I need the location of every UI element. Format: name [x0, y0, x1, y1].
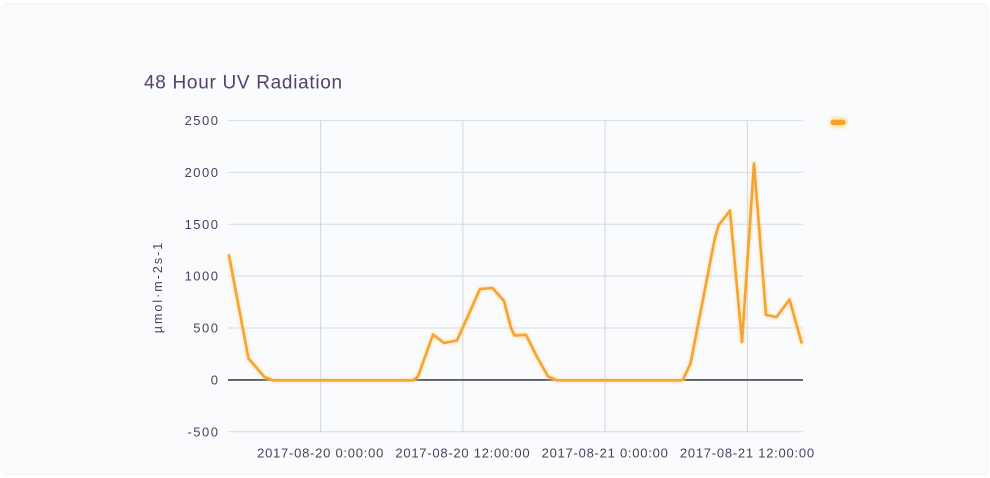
- svg-text:2000: 2000: [185, 165, 220, 180]
- svg-text:48 Hour UV Radiation: 48 Hour UV Radiation: [144, 73, 343, 94]
- svg-text:2017-08-21 0:00:00: 2017-08-21 0:00:00: [542, 446, 669, 461]
- svg-text:1000: 1000: [185, 269, 220, 284]
- svg-text:0: 0: [211, 372, 220, 387]
- svg-text:500: 500: [193, 321, 219, 336]
- svg-text:1500: 1500: [185, 217, 220, 232]
- svg-text:2017-08-21 12:00:00: 2017-08-21 12:00:00: [680, 446, 815, 461]
- svg-text:-500: -500: [187, 424, 219, 439]
- svg-text:2500: 2500: [185, 113, 220, 128]
- svg-text:2017-08-20 0:00:00: 2017-08-20 0:00:00: [257, 446, 384, 461]
- svg-text:2017-08-20 12:00:00: 2017-08-20 12:00:00: [395, 446, 530, 461]
- svg-text:µmol·m-2s-1: µmol·m-2s-1: [151, 241, 165, 333]
